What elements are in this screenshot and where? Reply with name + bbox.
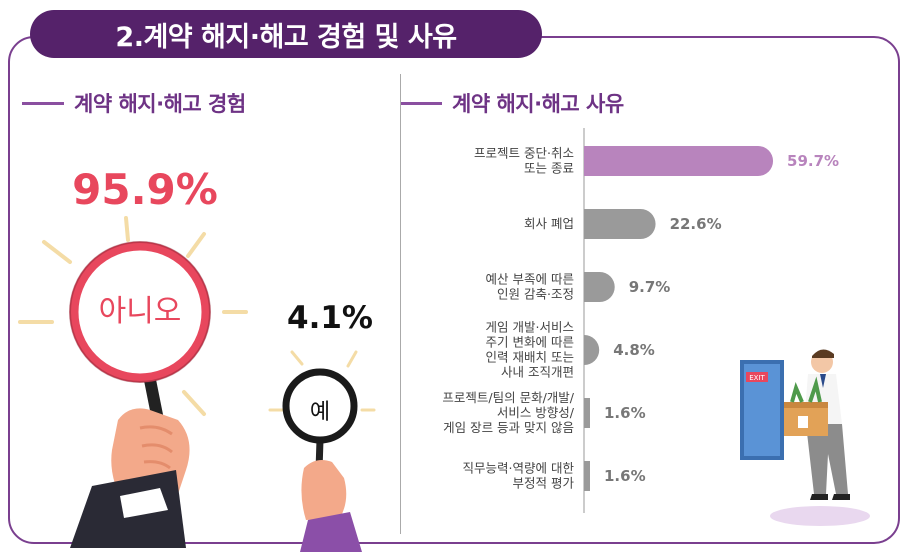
exit-door-icon: EXIT <box>740 360 784 460</box>
bar <box>584 335 600 365</box>
experience-section-title: 계약 해지·해고 경험 <box>74 92 246 116</box>
category-label: 프로젝트 중단·취소 또는 종료 <box>474 146 574 176</box>
category-label-line: 부정적 평가 <box>513 476 575 491</box>
no-label: 아니오 <box>98 294 182 329</box>
svg-text:EXIT: EXIT <box>749 374 765 382</box>
value-label: 22.6% <box>670 215 722 233</box>
category-label-line: 게임 개발·서비스 <box>486 320 574 335</box>
reasons-bar-chart: 59.7% 프로젝트 중단·취소 또는 종료 22.6% 회사 폐업 9.7% 예산 부족에… <box>442 128 839 513</box>
hand-left-icon <box>70 408 190 548</box>
magnifier-illustration <box>18 216 376 552</box>
section-rule <box>400 101 442 105</box>
category-label: 직무능력·역량에 대한 부정적 평가 <box>463 461 575 491</box>
category-label-line: 인원 감축·조정 <box>497 287 574 302</box>
category-label-line: 예산 부족에 따른 <box>486 272 574 287</box>
bar <box>584 209 656 239</box>
person-leaving-illustration: EXIT <box>740 349 870 526</box>
page-title: 2.계약 해지·해고 경험 및 사유 <box>30 10 542 58</box>
bar <box>584 398 590 428</box>
reasons-section-title: 계약 해지·해고 사유 <box>452 92 624 116</box>
magnifier-no-icon <box>69 241 211 436</box>
value-label: 59.7% <box>787 152 839 170</box>
yes-label: 예 <box>309 400 331 425</box>
column-divider <box>400 74 401 534</box>
bar <box>584 461 590 491</box>
category-label-line: 주기 변화에 따른 <box>486 335 574 350</box>
category-label: 예산 부족에 따른 인원 감축·조정 <box>486 272 574 302</box>
sparkle-rays-icon <box>18 216 248 416</box>
category-label-line: 프로젝트 중단·취소 <box>474 146 574 161</box>
bar <box>584 272 615 302</box>
category-label-line: 인력 재배치 또는 <box>486 350 574 365</box>
value-label: 9.7% <box>629 278 671 296</box>
category-label-line: 회사 폐업 <box>524 216 574 231</box>
value-label: 4.8% <box>613 341 655 359</box>
category-label-line: 게임 장르 등과 맞지 않음 <box>443 420 574 435</box>
value-label: 1.6% <box>604 467 646 485</box>
category-label-line: 또는 종료 <box>524 161 574 176</box>
category-label-line: 직무능력·역량에 대한 <box>463 461 575 476</box>
category-label: 프로젝트/팀의 문화/개발/서비스 방향성/게임 장르 등과 맞지 않음 <box>442 390 574 435</box>
sparkle-rays-small-icon <box>268 350 376 412</box>
category-label-line: 서비스 방향성/ <box>497 405 575 420</box>
no-percentage: 95.9% <box>72 165 218 214</box>
hand-right-icon <box>300 460 362 552</box>
category-label: 회사 폐업 <box>524 216 574 231</box>
category-label: 게임 개발·서비스 주기 변화에 따른 인력 재배치 또는 사내 조직개편 <box>486 320 574 380</box>
bar <box>584 146 774 176</box>
category-label-line: 사내 조직개편 <box>501 365 574 380</box>
reasons-section-header: 계약 해지·해고 사유 <box>400 88 624 118</box>
experience-section-header: 계약 해지·해고 경험 <box>22 88 246 118</box>
floor-shadow-icon <box>770 506 870 526</box>
category-label-line: 프로젝트/팀의 문화/개발/ <box>442 390 574 405</box>
box-icon <box>784 376 828 436</box>
section-rule <box>22 101 64 105</box>
value-label: 1.6% <box>604 404 646 422</box>
yes-percentage: 4.1% <box>287 300 373 336</box>
